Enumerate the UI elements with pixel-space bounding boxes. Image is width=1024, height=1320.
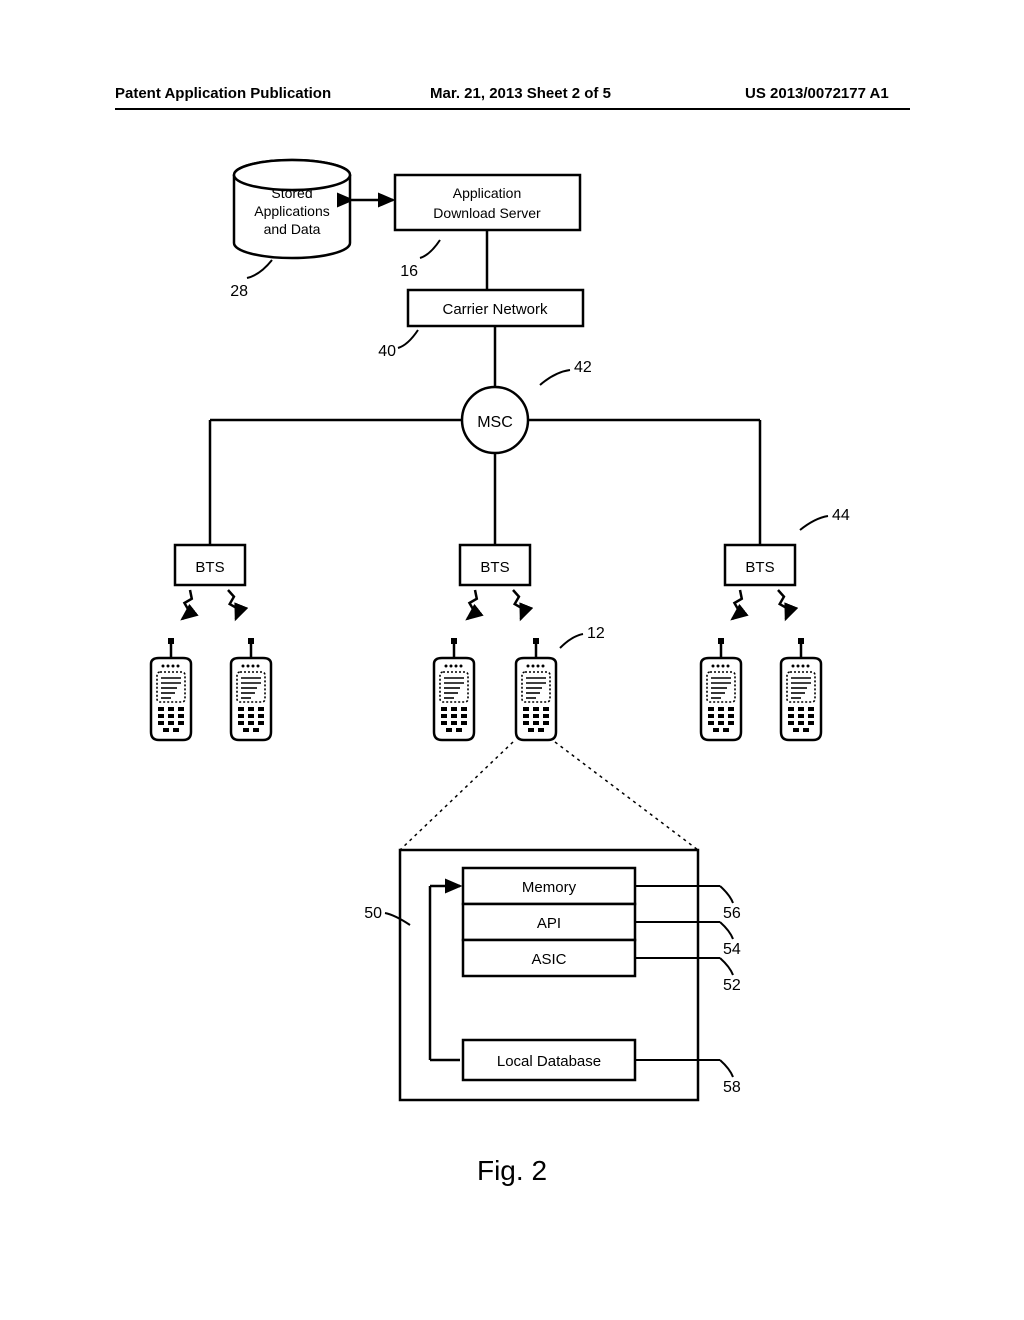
app-server-l2: Download Server <box>433 205 541 221</box>
localdb-ref: 58 <box>723 1079 741 1096</box>
phone-6 <box>781 638 821 740</box>
phone-ref: 12 <box>587 625 605 642</box>
app-server-ref: 16 <box>400 263 418 280</box>
storage-ref: 28 <box>230 283 248 300</box>
api-ref: 54 <box>723 941 741 958</box>
bts-ref: 44 <box>832 507 850 524</box>
diagram: Stored Applications and Data 28 Applicat… <box>0 0 1024 1320</box>
phone-1 <box>151 638 191 740</box>
header-right: US 2013/0072177 A1 <box>745 85 889 102</box>
storage-l3: and Data <box>264 221 321 237</box>
app-server-node <box>395 175 580 230</box>
storage-l1: Stored <box>271 185 312 201</box>
svg-text:Memory: Memory <box>522 879 577 896</box>
asic-ref: 52 <box>723 977 741 994</box>
detail-leader-r <box>555 742 698 850</box>
storage-node: Stored Applications and Data <box>234 160 350 258</box>
page: Patent Application Publication Mar. 21, … <box>0 0 1024 1320</box>
svg-text:ASIC: ASIC <box>531 951 566 968</box>
svg-text:BTS: BTS <box>480 559 509 576</box>
phone-5 <box>701 638 741 740</box>
svg-text:BTS: BTS <box>195 559 224 576</box>
phone-2 <box>231 638 271 740</box>
header-rule <box>115 108 910 110</box>
app-server-l1: Application <box>453 185 522 201</box>
detail-leader-l <box>400 742 513 850</box>
storage-l2: Applications <box>254 203 330 219</box>
phone-3 <box>434 638 474 740</box>
svg-text:Local Database: Local Database <box>497 1053 601 1070</box>
svg-text:API: API <box>537 915 561 932</box>
detail-ref: 50 <box>364 905 382 922</box>
figure-caption: Fig. 2 <box>477 1155 547 1186</box>
memory-ref: 56 <box>723 905 741 922</box>
phone-4 <box>516 638 556 740</box>
msc-ref: 42 <box>574 359 592 376</box>
carrier-ref: 40 <box>378 343 396 360</box>
header-center: Mar. 21, 2013 Sheet 2 of 5 <box>430 85 611 102</box>
header-left: Patent Application Publication <box>115 85 331 102</box>
carrier-label: Carrier Network <box>442 301 548 318</box>
svg-text:BTS: BTS <box>745 559 774 576</box>
msc-label: MSC <box>477 414 513 431</box>
